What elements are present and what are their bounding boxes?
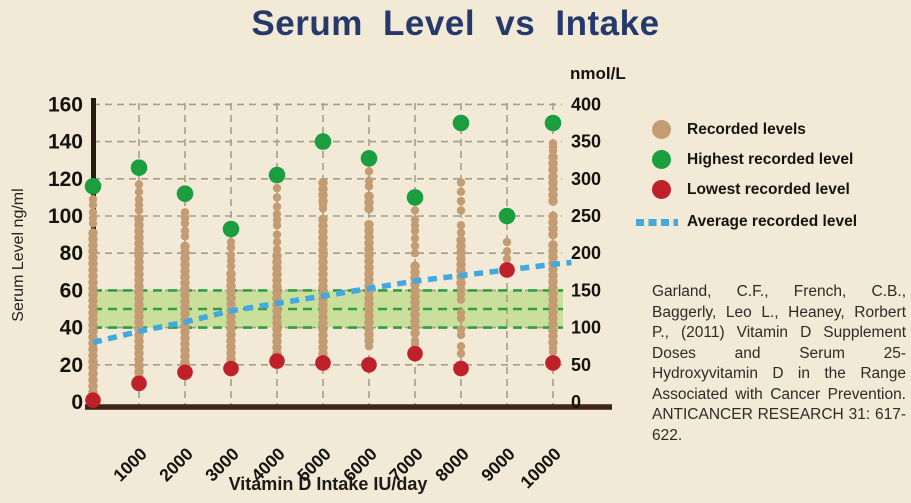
svg-text:400: 400 — [571, 94, 601, 114]
legend-label: Average recorded level — [687, 213, 858, 230]
citation: Garland, C.F., French, C.B., Baggerly, L… — [652, 283, 906, 444]
legend-item-lowest-level: Lowest recorded level — [652, 180, 902, 199]
legend-label: Lowest recorded level — [687, 180, 850, 198]
svg-text:100: 100 — [571, 318, 601, 338]
legend-item-recorded-levels: Recorded levels — [652, 120, 902, 139]
svg-text:0: 0 — [71, 391, 83, 414]
page-title: Serum Level vs Intake — [251, 4, 660, 43]
recorded-levels-swatch-icon — [652, 120, 671, 139]
svg-text:200: 200 — [571, 243, 601, 263]
legend-label: Highest recorded level — [687, 150, 854, 168]
svg-text:80: 80 — [60, 242, 83, 265]
y-axis-label-left: Serum Level ng/ml — [10, 188, 27, 322]
svg-text:350: 350 — [571, 132, 601, 152]
svg-text:300: 300 — [571, 169, 601, 189]
serum-intake-chart: 0 20 40 60 80 100 120 140 160 0 50 100 150 200 250 300 3… — [48, 93, 612, 492]
legend-item-average-level: Average recorded level — [636, 213, 902, 231]
lowest-level-swatch-icon — [652, 180, 671, 199]
svg-text:40: 40 — [60, 317, 83, 340]
legend-label: Recorded levels — [687, 120, 806, 138]
svg-text:140: 140 — [48, 131, 83, 154]
legend-item-highest-level: Highest recorded level — [652, 150, 902, 169]
svg-text:20: 20 — [60, 354, 83, 377]
svg-text:150: 150 — [571, 280, 601, 300]
highest-level-swatch-icon — [652, 150, 671, 169]
svg-text:60: 60 — [60, 279, 83, 302]
average-level-dashed-line-icon — [636, 218, 678, 226]
x-axis-label: Vitamin D Intake IU/day — [228, 474, 428, 494]
y-axis-label-right: nmol/L — [570, 64, 626, 83]
svg-text:120: 120 — [48, 168, 83, 191]
svg-text:100: 100 — [48, 205, 83, 228]
legend: Recorded levels Highest recorded level L… — [636, 120, 902, 242]
svg-text:0: 0 — [571, 392, 581, 412]
svg-text:50: 50 — [571, 355, 591, 375]
svg-text:250: 250 — [571, 206, 601, 226]
svg-text:160: 160 — [48, 93, 83, 116]
